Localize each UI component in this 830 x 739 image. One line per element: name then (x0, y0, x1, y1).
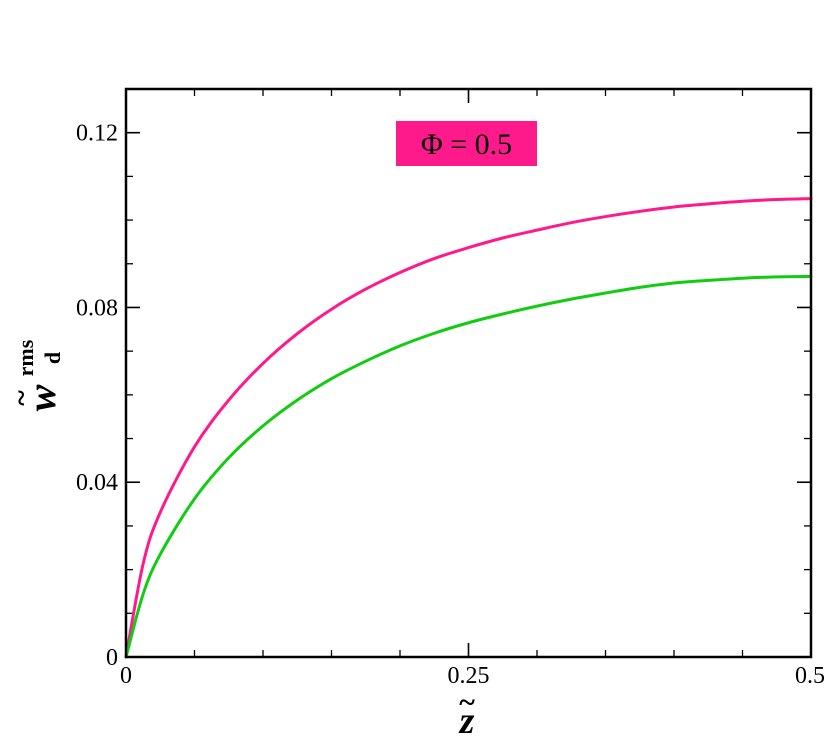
y-tick-label: 0.04 (76, 470, 118, 496)
y-axis-label-superscript: rms (13, 339, 38, 376)
y-tick-label: 0.12 (76, 121, 118, 147)
x-tick-label: 0.5 (795, 663, 825, 689)
x-axis-label-base: z (458, 700, 475, 739)
y-axis-label-accent: ~ (5, 390, 38, 406)
annotation-box: Φ = 0.5 (396, 121, 537, 166)
y-axis-label: w ~ rms d (5, 339, 65, 411)
series-layer (124, 197, 813, 659)
x-axis-label-accent: ~ (459, 686, 475, 719)
series-line-2 (124, 274, 813, 659)
y-tick-label: 0.08 (76, 295, 118, 321)
annotation-background (396, 121, 537, 166)
tick-labels: 0 0.25 0.5 0 0.04 0.08 0.12 (76, 121, 825, 689)
series-line-1 (124, 197, 813, 659)
y-tick-label: 0 (106, 645, 118, 671)
y-axis-label-base: w (19, 384, 64, 411)
x-axis-label: ~ z (458, 686, 476, 739)
axis-ticks (125, 89, 812, 658)
annotation-text: Φ = 0.5 (421, 128, 512, 161)
plot-frame (124, 87, 813, 659)
y-axis-label-subscript: d (40, 352, 65, 364)
x-tick-label: 0.25 (448, 663, 490, 689)
x-tick-label: 0 (120, 663, 132, 689)
